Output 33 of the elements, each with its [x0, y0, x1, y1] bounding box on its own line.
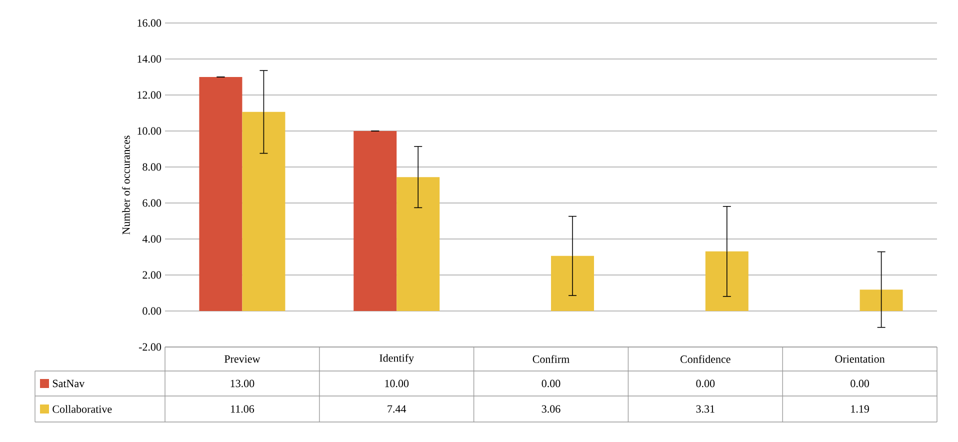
bar: [242, 112, 286, 311]
y-tick-label: 4.00: [142, 235, 162, 243]
y-tick-label: 16.00: [138, 19, 162, 27]
bar: [396, 177, 440, 311]
data-label: 13.00: [230, 380, 254, 388]
y-tick-label: 10.00: [138, 127, 162, 135]
data-label: 11.06: [231, 405, 254, 413]
data-label: 3.31: [696, 405, 714, 413]
x-tick-label: Confirm: [532, 355, 570, 363]
data-label: 0.00: [696, 380, 715, 388]
data-label: 3.06: [542, 405, 560, 413]
bar: [199, 77, 242, 311]
y-tick-label: 0.00: [142, 307, 162, 315]
y-tick-label: 2.00: [142, 271, 162, 279]
data-label: 7.44: [388, 405, 406, 413]
x-tick-label: Orientation: [835, 355, 885, 363]
data-label: 1.19: [851, 405, 869, 413]
data-label: 10.00: [385, 380, 409, 388]
x-tick-label: Preview: [224, 355, 260, 363]
y-tick-label: -2.00: [138, 343, 162, 351]
legend-label: Collaborative: [52, 405, 112, 413]
data-label: 0.00: [542, 380, 560, 388]
bar: [354, 131, 397, 311]
y-tick-label: 8.00: [142, 163, 162, 171]
y-tick-label: 12.00: [138, 91, 162, 99]
y-tick-label: 14.00: [138, 55, 162, 63]
data-label: 0.00: [850, 380, 870, 388]
bar: [860, 290, 903, 311]
y-axis-title: Number of occurances: [122, 136, 130, 234]
legend-label: SatNav: [52, 380, 85, 388]
y-tick-label: 6.00: [142, 199, 162, 207]
x-tick-label: Confidence: [680, 355, 730, 363]
x-tick-label: Identify: [380, 354, 414, 364]
